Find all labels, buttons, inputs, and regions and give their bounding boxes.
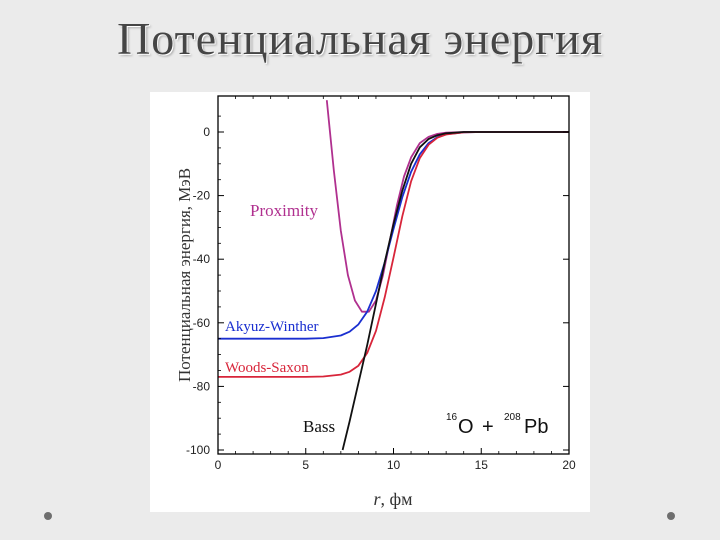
y-tick-label: 0 [203, 125, 210, 139]
potential-energy-chart: 0 5 10 15 20 0 -20 -40 -60 -80 -100 Потенциальная … [175, 95, 576, 509]
chart-panel: 0 5 10 15 20 0 -20 -40 -60 -80 -100 Потенциальная … [150, 92, 590, 512]
x-tick-label: 10 [387, 458, 401, 472]
y-axis-label: Потенциальная энергия, МэВ [175, 168, 194, 382]
x-axis-label-var: r [373, 489, 381, 509]
label-bass: Bass [303, 417, 335, 436]
label-woods-saxon: Woods-Saxon [225, 360, 309, 376]
y-tick-label: -100 [186, 443, 210, 457]
reaction-plus: + [482, 416, 494, 438]
y-tick-label: -80 [193, 379, 211, 393]
series-layer [218, 100, 569, 451]
reaction-mass-a: 16 [446, 412, 458, 423]
label-proximity: Proximity [250, 201, 319, 220]
series-line-bass [341, 131, 569, 451]
reaction-symbol-b: Pb [524, 416, 548, 438]
series-line-akyuz-winther [218, 131, 569, 340]
y-tick-label: -20 [193, 189, 211, 203]
nav-dot-right [667, 512, 675, 520]
y-tick-label: -60 [193, 316, 211, 330]
series-line-woods-saxon [218, 131, 569, 378]
x-tick-label: 15 [475, 458, 489, 472]
reaction-symbol-a: O [458, 416, 474, 438]
slide-title: Потенциальная энергия [117, 13, 603, 64]
y-tick-label: -40 [193, 252, 211, 266]
x-axis-label-unit: , фм [380, 489, 412, 509]
x-axis-label: r, фм [373, 489, 412, 509]
x-tick-label: 5 [302, 458, 309, 472]
x-tick-label: 0 [215, 458, 222, 472]
reaction-mass-b: 208 [504, 412, 521, 423]
label-akyuz-winther: Akyuz-Winther [225, 319, 319, 335]
x-tick-label: 20 [562, 458, 576, 472]
axis-ticks: 0 5 10 15 20 0 -20 -40 -60 -80 -100 [186, 96, 576, 472]
plot-frame [217, 95, 570, 455]
nav-dot-left [44, 512, 52, 520]
